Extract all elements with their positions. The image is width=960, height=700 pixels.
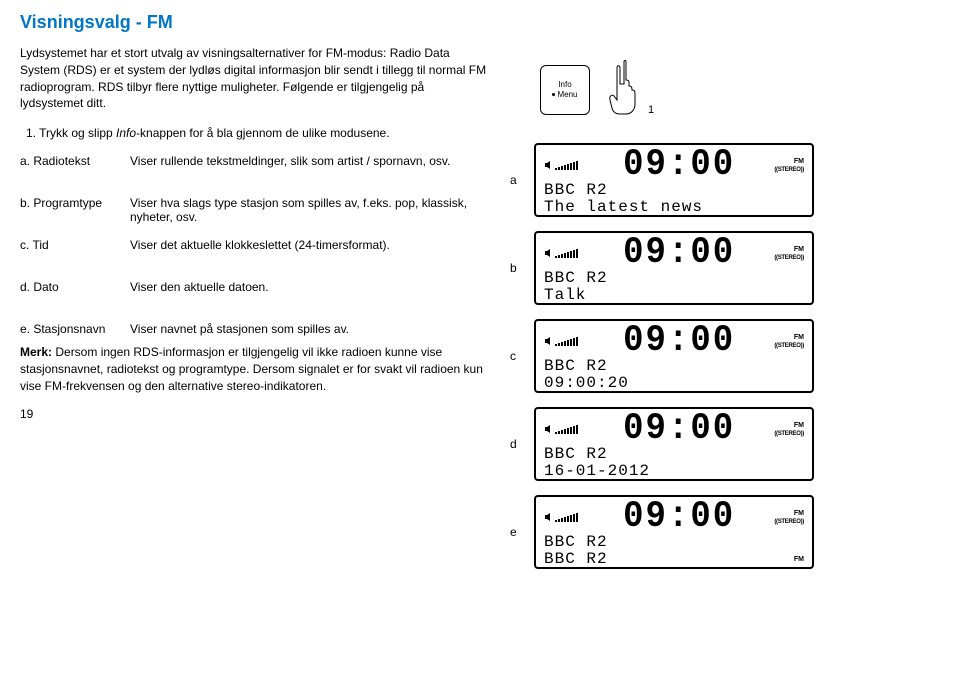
- volume-icon: [544, 336, 578, 346]
- note-label: Merk:: [20, 345, 52, 359]
- lcd-row: c09:00FM((STEREO))BBC R209:00:20: [510, 319, 940, 393]
- lcd-right-labels: FM ((STEREO)): [774, 510, 804, 525]
- main-content: Lydsystemet har et stort utvalg av visni…: [20, 45, 940, 583]
- lcd-time: 09:00: [584, 410, 774, 447]
- fm-label: FM: [794, 334, 804, 341]
- definition-label: c. Tid: [20, 238, 130, 252]
- definition-label: d. Dato: [20, 280, 130, 294]
- lcd-letter: d: [510, 437, 528, 451]
- definition-text: Viser rullende tekstmeldinger, slik som …: [130, 154, 490, 168]
- lcd-letter: c: [510, 349, 528, 363]
- step1-emph: Info: [116, 126, 136, 140]
- definition-row: a. RadiotekstViser rullende tekstmelding…: [20, 154, 490, 168]
- lcd-top-row: 09:00 FM ((STEREO)): [544, 236, 804, 270]
- stereo-label: ((STEREO)): [774, 343, 804, 349]
- lcd-display: 09:00FM((STEREO))BBC R2BBC R2FM: [534, 495, 814, 569]
- definition-text: Viser den aktuelle datoen.: [130, 280, 490, 294]
- lcd-line2: The latest news: [544, 199, 703, 216]
- stereo-label: ((STEREO)): [774, 255, 804, 261]
- fm-label: FM: [794, 510, 804, 517]
- info-menu-button: Info Menu: [540, 65, 590, 115]
- lcd-top-row: 09:00 FM ((STEREO)): [544, 324, 804, 358]
- lcd-time: 09:00: [584, 498, 774, 535]
- lcd-right-labels: FM ((STEREO)): [774, 334, 804, 349]
- fm-label: FM: [794, 246, 804, 253]
- lcd-right-labels: FM ((STEREO)): [774, 246, 804, 261]
- lcd-right-labels: FM ((STEREO)): [774, 422, 804, 437]
- definition-text: Viser navnet på stasjonen som spilles av…: [130, 322, 490, 336]
- lcd-display-list: a 09:00 FM ((STEREO)) BBC R2 The latest news b…: [510, 143, 940, 583]
- lcd-row: a09:00FM((STEREO))BBC R2The latest news: [510, 143, 940, 217]
- lcd-row: b09:00FM((STEREO))BBC R2Talk: [510, 231, 940, 305]
- definitions-list: a. RadiotekstViser rullende tekstmelding…: [20, 154, 490, 336]
- lcd-row: d09:00FM((STEREO))BBC R216-01-2012: [510, 407, 940, 481]
- stereo-label: ((STEREO)): [774, 431, 804, 437]
- definition-row: c. TidViser det aktuelle klokkeslettet (…: [20, 238, 490, 252]
- fm-label-line2: FM: [794, 556, 804, 563]
- button-label-info: Info: [558, 80, 571, 90]
- right-column: Info Menu 1 a 09:00 FM ((STEREO)) BBC R2 The …: [510, 45, 940, 583]
- lcd-top-row: 09:00 FM ((STEREO)): [544, 412, 804, 446]
- volume-icon: [544, 512, 578, 522]
- lcd-line2: 09:00:20: [544, 375, 629, 392]
- button-label-menu: Menu: [552, 90, 577, 100]
- lcd-top-row: 09:00 FM ((STEREO)): [544, 148, 804, 182]
- lcd-time: 09:00: [584, 322, 774, 359]
- fm-label: FM: [794, 158, 804, 165]
- volume-icon: [544, 248, 578, 258]
- lcd-time: 09:00: [584, 234, 774, 271]
- lcd-display: 09:00FM((STEREO))BBC R216-01-2012: [534, 407, 814, 481]
- lcd-line2: 16-01-2012: [544, 463, 650, 480]
- note-paragraph: Merk: Dersom ingen RDS-informasjon er ti…: [20, 344, 490, 394]
- definition-text: Viser det aktuelle klokkeslettet (24-tim…: [130, 238, 490, 252]
- page-number: 19: [20, 407, 490, 421]
- step1-post: -knappen for å bla gjennom de ulike modu…: [136, 126, 390, 140]
- lcd-display: 09:00FM((STEREO))BBC R2The latest news: [534, 143, 814, 217]
- left-column: Lydsystemet har et stort utvalg av visni…: [20, 45, 510, 583]
- lcd-display: 09:00FM((STEREO))BBC R209:00:20: [534, 319, 814, 393]
- lcd-top-row: 09:00 FM ((STEREO)): [544, 500, 804, 534]
- step-number-indicator: 1: [648, 104, 654, 116]
- lcd-line2: BBC R2: [544, 551, 608, 568]
- lcd-row: e09:00FM((STEREO))BBC R2BBC R2FM: [510, 495, 940, 569]
- definition-label: a. Radiotekst: [20, 154, 130, 168]
- stereo-label: ((STEREO)): [774, 519, 804, 525]
- step1-pre: 1. Trykk og slipp: [26, 126, 116, 140]
- stereo-label: ((STEREO)): [774, 167, 804, 173]
- volume-icon: [544, 424, 578, 434]
- button-hand-illustration: Info Menu 1: [540, 45, 940, 135]
- fm-label: FM: [794, 422, 804, 429]
- lcd-display: 09:00FM((STEREO))BBC R2Talk: [534, 231, 814, 305]
- definition-row: e. StasjonsnavnViser navnet på stasjonen…: [20, 322, 490, 336]
- page-title: Visningsvalg - FM: [20, 12, 940, 33]
- definition-row: b. ProgramtypeViser hva slags type stasj…: [20, 196, 490, 224]
- definition-label: b. Programtype: [20, 196, 130, 224]
- hand-pointer-icon: [604, 58, 654, 123]
- step-1: 1. Trykk og slipp Info-knappen for å bla…: [26, 126, 490, 140]
- intro-text: Lydsystemet har et stort utvalg av visni…: [20, 45, 490, 112]
- lcd-time: 09:00: [584, 146, 774, 183]
- lcd-letter: e: [510, 525, 528, 539]
- lcd-letter: a: [510, 173, 528, 187]
- lcd-right-labels: FM ((STEREO)): [774, 158, 804, 173]
- volume-icon: [544, 160, 578, 170]
- definition-row: d. DatoViser den aktuelle datoen.: [20, 280, 490, 294]
- definition-label: e. Stasjonsnavn: [20, 322, 130, 336]
- lcd-letter: b: [510, 261, 528, 275]
- definition-text: Viser hva slags type stasjon som spilles…: [130, 196, 490, 224]
- note-text: Dersom ingen RDS-informasjon er tilgjeng…: [20, 345, 483, 393]
- lcd-line2: Talk: [544, 287, 586, 304]
